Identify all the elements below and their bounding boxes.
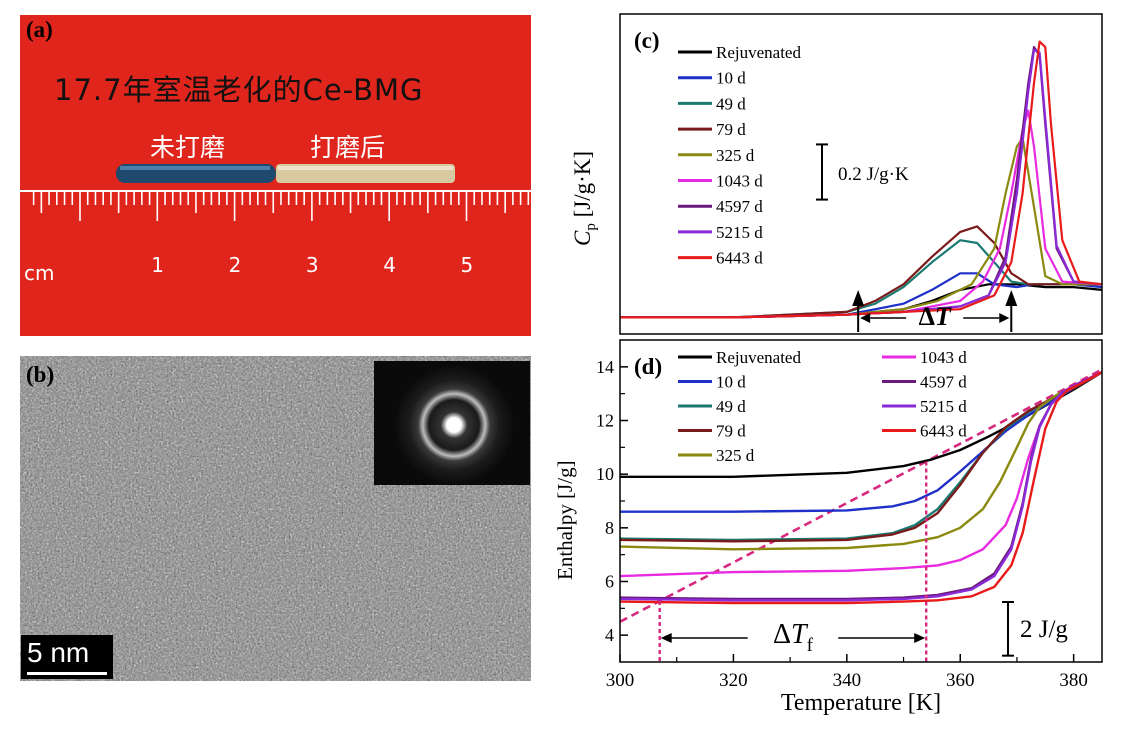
scale-bar-label: 5 nm <box>27 637 90 668</box>
delta-t-label: ΔT <box>919 302 952 331</box>
y-tick-label: 12 <box>596 411 614 431</box>
enthalpy-legend-label: 1043 d <box>920 348 967 367</box>
x-tick-label: 340 <box>833 670 862 691</box>
x-tick-label: 300 <box>606 670 635 691</box>
panel-d-label: (d) <box>634 354 662 379</box>
y-tick-label: 10 <box>596 464 614 484</box>
cp-series-10-d <box>620 272 1103 319</box>
enthalpy-scale-bar-label: 2 J/g <box>1020 616 1068 643</box>
ruler-number: 2 <box>228 253 242 277</box>
panel-c-label: (c) <box>634 28 660 53</box>
unpolished-caption: 未打磨 <box>150 133 226 162</box>
cp-plot-frame <box>619 13 1103 335</box>
y-tick-label: 14 <box>596 357 614 377</box>
cp-legend-label: 6443 d <box>716 249 763 268</box>
temperature-axis-label: Temperature [K] <box>781 690 941 716</box>
ruler-number: 5 <box>460 253 474 277</box>
enthalpy-series-lines <box>619 368 1103 662</box>
enthalpy-legend: Rejuvenated 10 d 49 d 79 d 325 d 1043 d 4597 d… <box>678 348 967 465</box>
cp-series-6443-d <box>620 40 1103 319</box>
cp-legend-label: 1043 d <box>716 172 763 191</box>
enthalpy-axes-ticks: 300 320 340 360 380 4 6 8 10 12 14 <box>596 357 1088 691</box>
tem-panel-b: (b) 5 nm <box>20 356 531 681</box>
enthalpy-axis-label: Enthalpy [J/g] <box>553 460 577 580</box>
delta-tf-marker <box>660 633 926 643</box>
diffraction-inset <box>374 361 530 485</box>
cp-legend-label: 4597 d <box>716 197 763 216</box>
cp-legend-label: 49 d <box>716 94 746 113</box>
panel-a-label: (a) <box>26 17 53 42</box>
y-tick-label: 4 <box>605 625 614 645</box>
cp-legend-label: Rejuvenated <box>716 43 801 62</box>
enthalpy-legend-label: 49 d <box>716 397 746 416</box>
enthalpy-legend-label: 10 d <box>716 373 746 392</box>
photo-panel-a: (a) 17.7年室温老化的Ce-BMG 未打磨 打磨后 cm 123456 <box>20 15 531 336</box>
enthalpy-legend-label: 325 d <box>716 446 755 465</box>
cp-legend-label: 5215 d <box>716 223 763 242</box>
cp-axis-label: Cp [J/g·K] <box>570 151 599 246</box>
cp-legend: Rejuvenated 10 d 49 d 79 d 325 d 1043 d 4597 d… <box>678 43 801 268</box>
ruler-number: 4 <box>383 253 396 277</box>
diffraction-pattern <box>394 365 514 485</box>
cp-legend-label: 10 d <box>716 69 746 88</box>
ruler-number: 3 <box>305 253 319 277</box>
cp-legend-label: 325 d <box>716 146 755 165</box>
enthalpy-scale-bar: 2 J/g <box>1002 601 1068 657</box>
cp-scale-bar: 0.2 J/g·K <box>816 143 909 201</box>
ruler <box>20 190 531 221</box>
ruler-number: 1 <box>151 253 165 277</box>
chart-panels-cd: 300 320 340 360 380 4 6 8 10 12 14 (c) (d) Cp [J/g… <box>553 13 1103 716</box>
enthalpy-series-5215-d <box>619 371 1103 602</box>
x-tick-label: 360 <box>946 670 975 691</box>
delta-tf-label: ΔTf <box>773 619 814 656</box>
enthalpy-series-10-d <box>620 371 1103 513</box>
polished-caption: 打磨后 <box>310 133 386 162</box>
scale-bar: 5 nm <box>21 635 113 679</box>
y-tick-label: 6 <box>605 572 614 592</box>
enthalpy-legend-label: Rejuvenated <box>716 348 801 367</box>
x-tick-label: 380 <box>1059 670 1088 691</box>
x-tick-label: 320 <box>719 670 748 691</box>
enthalpy-legend-label: 5215 d <box>920 397 967 416</box>
enthalpy-series-6443-d <box>619 371 1103 605</box>
enthalpy-legend-label: 4597 d <box>920 373 967 392</box>
scale-bar-line <box>27 672 107 675</box>
ruler-unit: cm <box>24 261 55 285</box>
enthalpy-series-325-d <box>619 371 1103 551</box>
cp-series-lines <box>620 40 1103 319</box>
delta-t-marker <box>852 290 1018 332</box>
cp-scale-bar-label: 0.2 J/g·K <box>838 164 909 185</box>
cp-legend-label: 79 d <box>716 120 746 139</box>
cp-series-79-d <box>620 225 1102 319</box>
panel-b-label: (b) <box>26 362 55 387</box>
rod-drawing <box>116 164 455 183</box>
enthalpy-legend-label: 79 d <box>716 422 746 441</box>
photo-title: 17.7年室温老化的Ce-BMG <box>54 73 424 107</box>
ruler-ticks <box>32 191 530 221</box>
enthalpy-legend-label: 6443 d <box>920 422 967 441</box>
y-tick-label: 8 <box>605 518 614 538</box>
